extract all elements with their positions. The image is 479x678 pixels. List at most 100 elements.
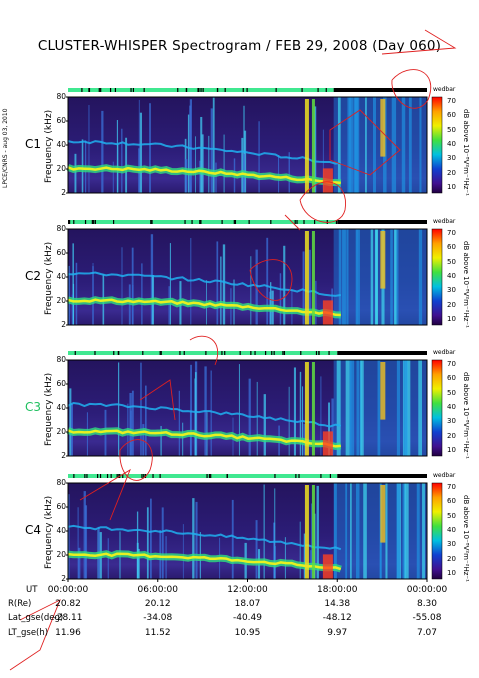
emission-streak xyxy=(311,503,312,579)
status-tick xyxy=(151,220,153,224)
emission-streak xyxy=(149,103,151,193)
y-tick-label: 20 xyxy=(56,164,66,173)
cyan-streak xyxy=(394,229,399,325)
colorbar-tick-label: 40 xyxy=(447,272,456,280)
y-tick-label: 80 xyxy=(56,92,66,101)
status-tick xyxy=(303,220,305,224)
cyan-streak xyxy=(419,97,422,193)
footer-value: 10.95 xyxy=(234,628,261,638)
emission-streak xyxy=(201,134,204,193)
annotation-stroke xyxy=(139,379,176,421)
colorbar-tick-label: 30 xyxy=(447,540,456,549)
emission-streak xyxy=(303,533,306,579)
emission-streak xyxy=(88,104,90,193)
status-tick xyxy=(234,220,237,224)
emission-streak xyxy=(314,106,317,193)
burst-orange xyxy=(380,362,386,420)
y-tick-label: 40 xyxy=(56,140,66,149)
status-tick xyxy=(221,220,223,224)
harmonic-band xyxy=(67,271,341,297)
status-tick xyxy=(191,220,193,224)
cyan-streak xyxy=(422,483,425,579)
cyan-streak xyxy=(418,360,422,456)
status-tick xyxy=(141,474,143,478)
colorbar xyxy=(431,359,443,457)
emission-streak xyxy=(293,367,297,456)
footer-value: 20.82 xyxy=(55,599,81,609)
cyan-streak xyxy=(385,483,388,579)
y-tick-label: 20 xyxy=(56,427,66,436)
emission-streak xyxy=(184,159,188,193)
status-tick xyxy=(113,351,115,355)
y-tick-label: 80 xyxy=(56,478,66,487)
status-tick xyxy=(113,220,115,224)
footer-value: 11.96 xyxy=(55,628,81,638)
plasma-band-core xyxy=(67,166,341,185)
emission-streak xyxy=(121,128,123,193)
cyan-streak xyxy=(345,360,350,456)
emission-streak xyxy=(302,251,305,325)
emission-streak xyxy=(190,238,192,325)
colorbar-tick-label: 70 xyxy=(447,360,456,368)
status-tick xyxy=(93,220,95,224)
status-tick xyxy=(224,351,226,355)
emission-streak xyxy=(85,505,88,579)
cyan-streak xyxy=(350,483,352,579)
cyan-streak xyxy=(350,360,355,456)
footer-value: -48.12 xyxy=(322,613,352,623)
status-tick xyxy=(216,88,219,92)
status-tick xyxy=(98,88,100,92)
status-tick xyxy=(81,88,83,92)
annotation-stroke xyxy=(249,259,293,301)
footer-value: -40.49 xyxy=(232,613,262,623)
annotation-stroke xyxy=(284,214,301,231)
emission-streak xyxy=(161,507,164,579)
emission-streak xyxy=(77,547,81,579)
cyan-streak xyxy=(345,483,348,579)
footer-value: 00:00:00 xyxy=(406,585,448,595)
emission-streak xyxy=(116,120,119,193)
y-axis-label: Frequency (kHz) xyxy=(44,109,54,183)
emission-streak xyxy=(140,362,142,456)
cyan-streak xyxy=(341,229,345,325)
status-tick xyxy=(246,88,248,92)
emission-streak xyxy=(77,507,79,579)
cyan-streak xyxy=(407,360,411,456)
emission-streak xyxy=(75,262,78,325)
emission-streak xyxy=(69,388,72,456)
status-tick xyxy=(264,351,267,355)
status-tick xyxy=(68,220,70,224)
status-tick xyxy=(296,220,298,224)
status-tick xyxy=(73,474,75,478)
cyan-streak xyxy=(403,360,408,456)
emission-streak xyxy=(258,121,260,193)
cyan-streak xyxy=(365,97,367,193)
status-tick xyxy=(110,474,112,478)
annotation-stroke xyxy=(189,335,219,366)
status-tick xyxy=(143,88,145,92)
colorbar-tick-label: 50 xyxy=(447,511,456,520)
annotation-stroke xyxy=(391,69,432,109)
cyan-streak xyxy=(404,483,409,579)
colorbar-tick-label: 10 xyxy=(447,183,456,191)
status-tick xyxy=(221,351,223,355)
footer-value: 00:00:00 xyxy=(47,585,89,595)
y-tick-label: 80 xyxy=(56,355,66,364)
annotation-stroke xyxy=(381,29,457,55)
status-tick xyxy=(117,351,119,355)
status-tick xyxy=(150,220,152,224)
status-tick xyxy=(99,474,102,478)
colorbar-tick-label: 10 xyxy=(447,315,456,323)
colorbar-tick-label: 30 xyxy=(447,154,456,163)
emission-streak xyxy=(284,537,286,579)
plasma-band-core xyxy=(67,429,341,448)
colorbar-label: dB above 10⁻⁸V²m⁻²Hz⁻¹ xyxy=(462,495,470,582)
panel-label-c1: C1 xyxy=(25,137,42,151)
plasma-band-core xyxy=(67,552,342,571)
emission-streak xyxy=(92,262,94,325)
colorbar-tick-label: 60 xyxy=(447,497,456,506)
emission-streak xyxy=(222,244,226,325)
emission-streak xyxy=(192,498,195,579)
panel-label-c3: C3 xyxy=(25,400,42,414)
emission-streak xyxy=(288,152,290,193)
